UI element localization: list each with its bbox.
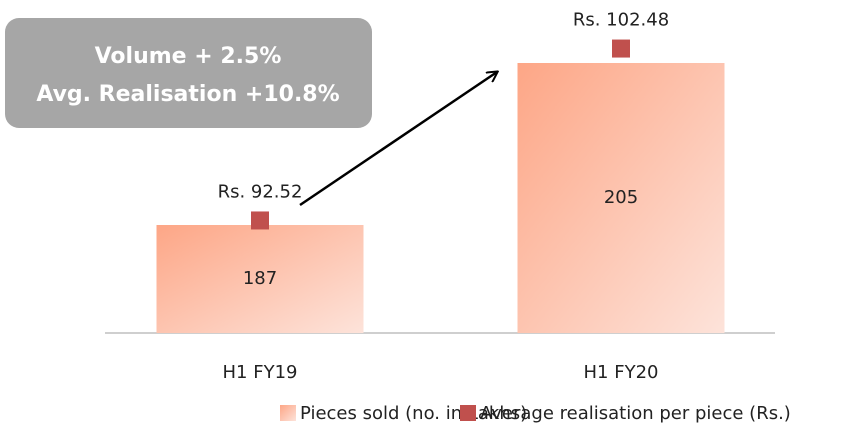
arrow — [299, 72, 497, 207]
annotation-box — [5, 18, 372, 128]
x-tick-label: H1 FY20 — [584, 362, 659, 383]
marker — [612, 39, 630, 58]
annotation: Avg. Realisation +10.8% — [36, 82, 339, 107]
marker — [251, 211, 269, 230]
bar-label: 187 — [243, 268, 277, 289]
bar-label: 205 — [604, 187, 638, 208]
annotation: Volume + 2.5% — [95, 44, 282, 69]
marker-label: Rs. 92.52 — [218, 181, 303, 202]
bar — [517, 63, 725, 333]
marker-label: Rs. 102.48 — [573, 10, 669, 31]
legend-swatch — [460, 405, 476, 421]
legend-swatch — [280, 405, 296, 421]
legend-label: Average realisation per piece (Rs.) — [480, 403, 791, 424]
bar — [156, 225, 364, 333]
x-tick-label: H1 FY19 — [223, 362, 298, 383]
